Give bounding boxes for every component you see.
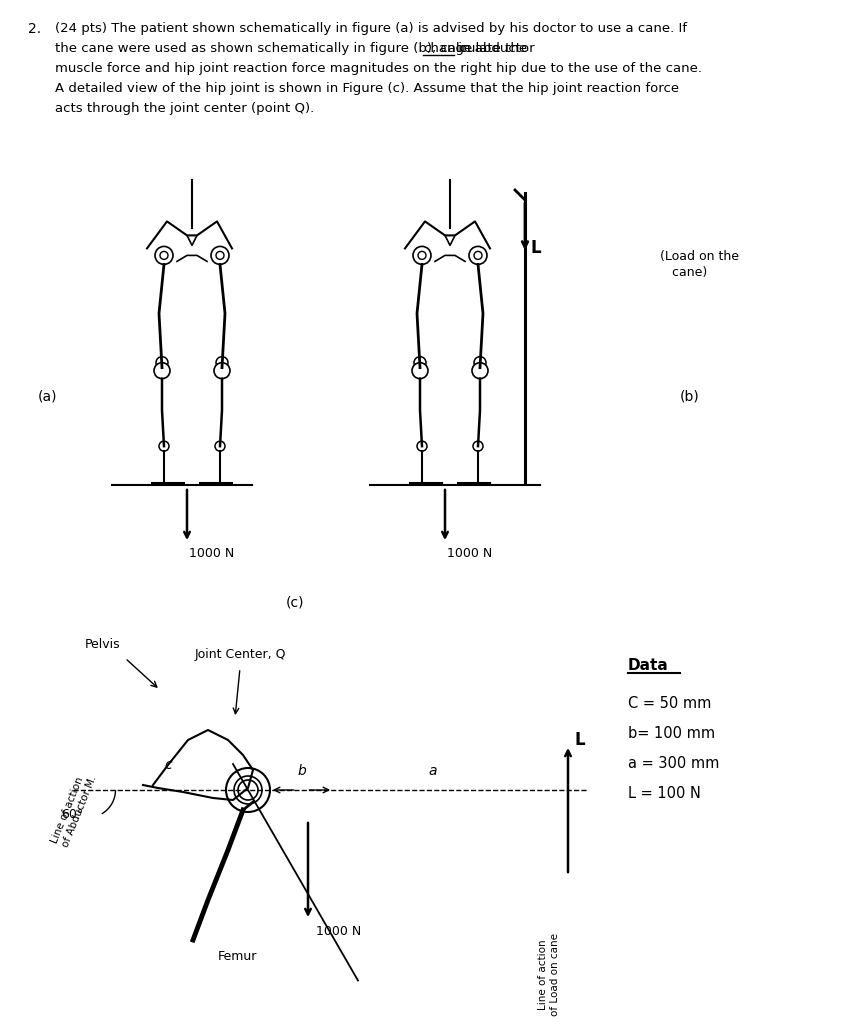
Text: L = 100 N: L = 100 N xyxy=(628,786,701,801)
Text: cane): cane) xyxy=(660,266,708,279)
Circle shape xyxy=(472,362,488,379)
Text: the cane were used as shown schematically in figure (b), calculate the: the cane were used as shown schematicall… xyxy=(55,42,532,55)
Text: a = 300 mm: a = 300 mm xyxy=(628,756,720,771)
Text: b= 100 mm: b= 100 mm xyxy=(628,726,715,741)
Text: 1000 N: 1000 N xyxy=(189,547,234,560)
Circle shape xyxy=(159,441,169,452)
Text: 1000 N: 1000 N xyxy=(447,547,492,560)
Circle shape xyxy=(226,768,270,812)
Text: acts through the joint center (point Q).: acts through the joint center (point Q). xyxy=(55,102,314,115)
Text: (24 pts) The patient shown schematically in figure (a) is advised by his doctor : (24 pts) The patient shown schematically… xyxy=(55,22,687,35)
Circle shape xyxy=(238,780,258,800)
Circle shape xyxy=(155,247,173,264)
Circle shape xyxy=(215,441,225,452)
Circle shape xyxy=(234,776,262,804)
Circle shape xyxy=(417,441,427,452)
Circle shape xyxy=(216,356,228,369)
Text: L: L xyxy=(574,731,585,749)
Text: (Load on the: (Load on the xyxy=(660,250,739,263)
Text: Joint Center, Q: Joint Center, Q xyxy=(195,648,287,662)
Text: muscle force and hip joint reaction force magnitudes on the right hip due to the: muscle force and hip joint reaction forc… xyxy=(55,62,702,75)
Text: 1000 N: 1000 N xyxy=(316,925,361,938)
Text: Line of action
of Abductor M.: Line of action of Abductor M. xyxy=(50,770,99,849)
Text: Data: Data xyxy=(628,658,669,673)
Circle shape xyxy=(156,356,168,369)
Circle shape xyxy=(414,356,426,369)
Text: (a): (a) xyxy=(38,390,57,404)
Circle shape xyxy=(211,247,229,264)
Circle shape xyxy=(214,362,230,379)
Circle shape xyxy=(412,362,428,379)
Text: Femur: Femur xyxy=(218,950,257,963)
Text: 60°: 60° xyxy=(61,808,83,821)
Circle shape xyxy=(154,362,170,379)
Circle shape xyxy=(469,247,487,264)
Text: L: L xyxy=(531,239,541,257)
Text: 2.: 2. xyxy=(28,22,41,36)
Text: change: change xyxy=(423,42,472,55)
Text: b: b xyxy=(297,764,306,778)
Circle shape xyxy=(473,441,483,452)
Text: Pelvis: Pelvis xyxy=(85,638,120,651)
Circle shape xyxy=(413,247,431,264)
Text: (c): (c) xyxy=(286,595,304,609)
Text: c: c xyxy=(165,758,171,772)
Circle shape xyxy=(474,356,486,369)
Text: A detailed view of the hip joint is shown in Figure (c). Assume that the hip joi: A detailed view of the hip joint is show… xyxy=(55,82,679,95)
Text: C = 50 mm: C = 50 mm xyxy=(628,696,711,711)
Text: a: a xyxy=(429,764,437,778)
Text: in abductor: in abductor xyxy=(454,42,534,55)
Text: Line of action
of Load on cane: Line of action of Load on cane xyxy=(539,934,560,1017)
Text: (b): (b) xyxy=(680,390,700,404)
